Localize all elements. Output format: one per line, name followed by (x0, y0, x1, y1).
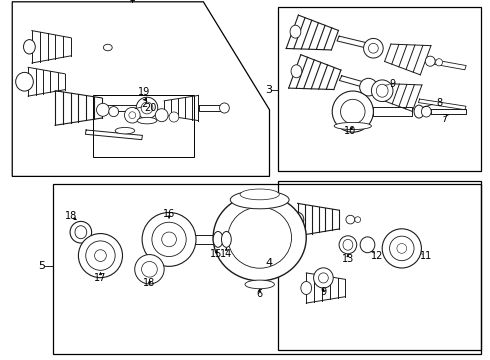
Bar (93, 95, 194, 157)
Text: 5: 5 (38, 261, 45, 271)
Circle shape (290, 256, 297, 263)
Ellipse shape (346, 215, 355, 224)
Circle shape (298, 234, 305, 241)
Ellipse shape (230, 191, 289, 209)
Ellipse shape (103, 44, 112, 51)
Ellipse shape (290, 25, 301, 38)
Text: 7: 7 (441, 114, 447, 124)
Circle shape (382, 229, 421, 268)
Circle shape (222, 256, 229, 263)
Text: 18: 18 (144, 278, 156, 288)
Circle shape (141, 102, 153, 114)
Circle shape (222, 212, 229, 219)
Circle shape (244, 270, 250, 277)
Circle shape (78, 234, 122, 278)
Circle shape (152, 222, 186, 257)
Circle shape (390, 236, 414, 261)
Ellipse shape (228, 207, 292, 268)
Ellipse shape (334, 122, 371, 130)
Text: 9: 9 (320, 287, 326, 297)
Text: 6: 6 (257, 289, 263, 300)
Circle shape (95, 250, 106, 261)
Circle shape (162, 232, 176, 247)
Ellipse shape (169, 112, 179, 122)
Text: 2: 2 (141, 99, 147, 109)
Text: 12: 12 (371, 251, 384, 261)
Text: 20: 20 (145, 103, 157, 113)
Text: 8: 8 (436, 98, 442, 108)
Ellipse shape (421, 106, 431, 117)
Bar (278, 7, 481, 171)
Ellipse shape (371, 80, 393, 102)
Circle shape (360, 78, 377, 96)
Circle shape (332, 91, 373, 132)
Circle shape (269, 270, 276, 277)
Ellipse shape (355, 217, 361, 222)
Ellipse shape (360, 237, 375, 253)
Circle shape (129, 112, 136, 119)
Circle shape (364, 39, 383, 58)
Ellipse shape (213, 194, 306, 281)
Ellipse shape (97, 103, 109, 116)
Ellipse shape (414, 105, 424, 118)
Circle shape (215, 234, 221, 241)
Ellipse shape (436, 59, 442, 66)
Circle shape (135, 255, 164, 284)
Text: 14: 14 (220, 249, 233, 259)
Circle shape (397, 243, 407, 253)
Circle shape (269, 198, 276, 205)
Ellipse shape (292, 212, 304, 227)
Ellipse shape (155, 109, 168, 122)
Circle shape (341, 99, 365, 124)
Circle shape (142, 212, 196, 266)
Text: 19: 19 (139, 87, 151, 97)
Ellipse shape (343, 239, 353, 250)
Ellipse shape (314, 268, 333, 288)
Ellipse shape (425, 56, 435, 66)
Ellipse shape (24, 40, 35, 54)
Ellipse shape (75, 226, 87, 239)
Bar (278, 181, 481, 350)
Ellipse shape (339, 236, 357, 254)
Ellipse shape (245, 280, 274, 289)
Ellipse shape (115, 127, 135, 134)
Text: 10: 10 (344, 126, 356, 136)
Ellipse shape (70, 221, 92, 243)
Text: 9: 9 (389, 78, 395, 89)
Text: 3: 3 (266, 85, 272, 95)
Ellipse shape (318, 273, 328, 283)
Ellipse shape (220, 103, 229, 113)
Ellipse shape (240, 189, 279, 200)
Circle shape (86, 241, 115, 270)
Ellipse shape (221, 231, 231, 247)
Ellipse shape (376, 84, 388, 97)
Ellipse shape (291, 65, 302, 78)
Ellipse shape (213, 231, 223, 247)
Text: 4: 4 (265, 258, 272, 268)
Text: 16: 16 (163, 209, 175, 219)
Text: 1: 1 (129, 0, 136, 3)
Ellipse shape (109, 107, 119, 117)
Circle shape (244, 198, 250, 205)
Circle shape (136, 97, 158, 119)
Circle shape (142, 261, 157, 277)
Bar (53, 184, 481, 354)
Text: 11: 11 (420, 251, 433, 261)
Circle shape (124, 107, 140, 123)
Circle shape (368, 43, 378, 53)
Ellipse shape (301, 282, 312, 294)
Text: 13: 13 (342, 254, 354, 264)
Ellipse shape (137, 117, 157, 124)
Text: 18: 18 (65, 211, 77, 221)
Ellipse shape (16, 72, 33, 91)
Text: 17: 17 (94, 273, 107, 283)
Text: 15: 15 (210, 249, 223, 259)
Circle shape (290, 212, 297, 219)
